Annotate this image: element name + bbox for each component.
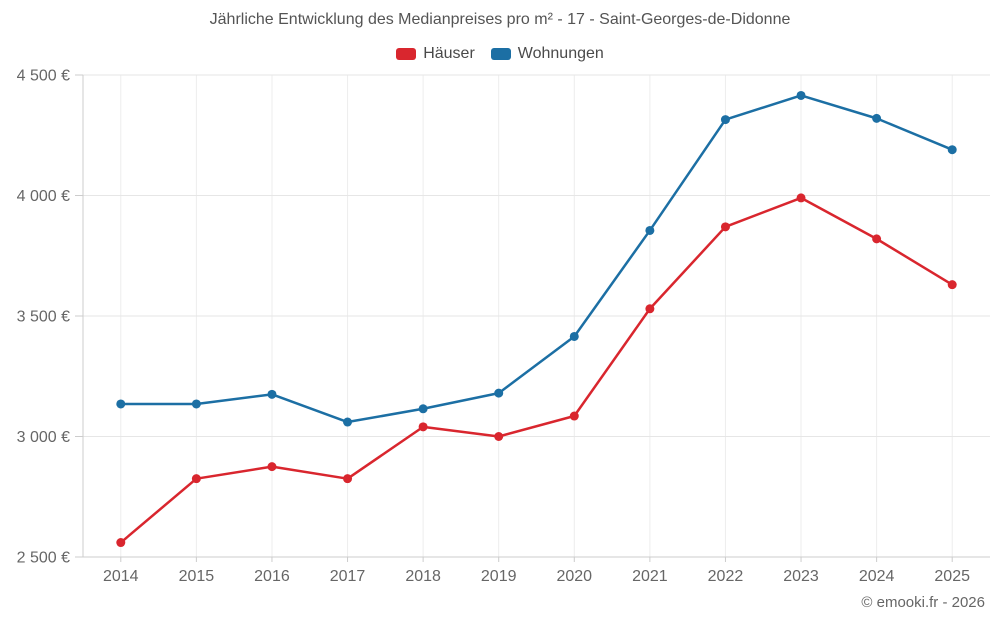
legend-swatch-häuser: [396, 48, 417, 60]
x-axis-label: 2023: [783, 568, 819, 585]
data-point-häuser-2016[interactable]: [267, 462, 277, 472]
data-point-wohnungen-2014[interactable]: [116, 399, 126, 409]
data-point-häuser-2025[interactable]: [947, 280, 957, 290]
data-point-häuser-2015[interactable]: [191, 474, 201, 484]
data-point-häuser-2019[interactable]: [494, 432, 504, 441]
legend-label: Wohnungen: [517, 45, 604, 62]
x-axis-label: 2018: [405, 568, 441, 585]
data-point-wohnungen-2018[interactable]: [418, 404, 428, 414]
x-axis-label: 2022: [708, 568, 744, 585]
y-axis-label: 2 500 €: [17, 550, 70, 567]
legend: Häuser Wohnungen: [0, 45, 1000, 63]
data-point-häuser-2014[interactable]: [116, 538, 126, 548]
data-point-häuser-2021[interactable]: [645, 304, 655, 314]
data-point-wohnungen-2019[interactable]: [494, 388, 504, 398]
data-point-häuser-2023[interactable]: [796, 193, 806, 203]
data-point-häuser-2024[interactable]: [872, 234, 882, 244]
y-axis-label: 4 500 €: [17, 68, 70, 85]
x-axis-label: 2019: [481, 568, 517, 585]
data-point-häuser-2020[interactable]: [569, 411, 579, 421]
copyright-note: © emooki.fr - 2026: [861, 594, 985, 611]
series-line-häuser: [119, 196, 954, 544]
data-point-wohnungen-2021[interactable]: [645, 225, 655, 235]
x-axis-label: 2021: [632, 568, 668, 585]
x-axis-label: 2024: [859, 568, 895, 585]
data-point-häuser-2022[interactable]: [720, 222, 730, 232]
data-point-wohnungen-2025[interactable]: [947, 145, 957, 155]
data-point-wohnungen-2015[interactable]: [191, 399, 201, 409]
legend-item-häuser[interactable]: Häuser: [396, 45, 475, 63]
data-point-häuser-2017[interactable]: [343, 474, 353, 484]
x-axis-label: 2017: [330, 568, 366, 585]
x-axis-label: 2020: [556, 568, 592, 585]
data-point-wohnungen-2024[interactable]: [872, 113, 882, 123]
data-point-wohnungen-2023[interactable]: [796, 90, 806, 100]
data-point-wohnungen-2016[interactable]: [267, 389, 277, 399]
legend-label: Häuser: [423, 45, 475, 62]
series-line-wohnungen: [119, 94, 954, 424]
x-axis-label: 2014: [103, 568, 139, 585]
y-axis-label: 3 500 €: [17, 309, 70, 326]
data-point-wohnungen-2022[interactable]: [720, 115, 730, 125]
data-point-häuser-2018[interactable]: [418, 422, 428, 432]
x-axis-label: 2016: [254, 568, 290, 585]
legend-item-wohnungen[interactable]: Wohnungen: [490, 45, 604, 63]
legend-swatch-wohnungen: [490, 48, 511, 60]
data-point-wohnungen-2020[interactable]: [569, 331, 579, 341]
x-axis-label: 2015: [179, 568, 215, 585]
y-axis-label: 4 000 €: [17, 188, 70, 205]
y-axis-label: 3 000 €: [17, 429, 70, 446]
data-point-wohnungen-2017[interactable]: [343, 417, 353, 427]
x-axis-label: 2025: [934, 568, 970, 585]
chart-title: Jährliche Entwicklung des Medianpreises …: [209, 11, 791, 28]
